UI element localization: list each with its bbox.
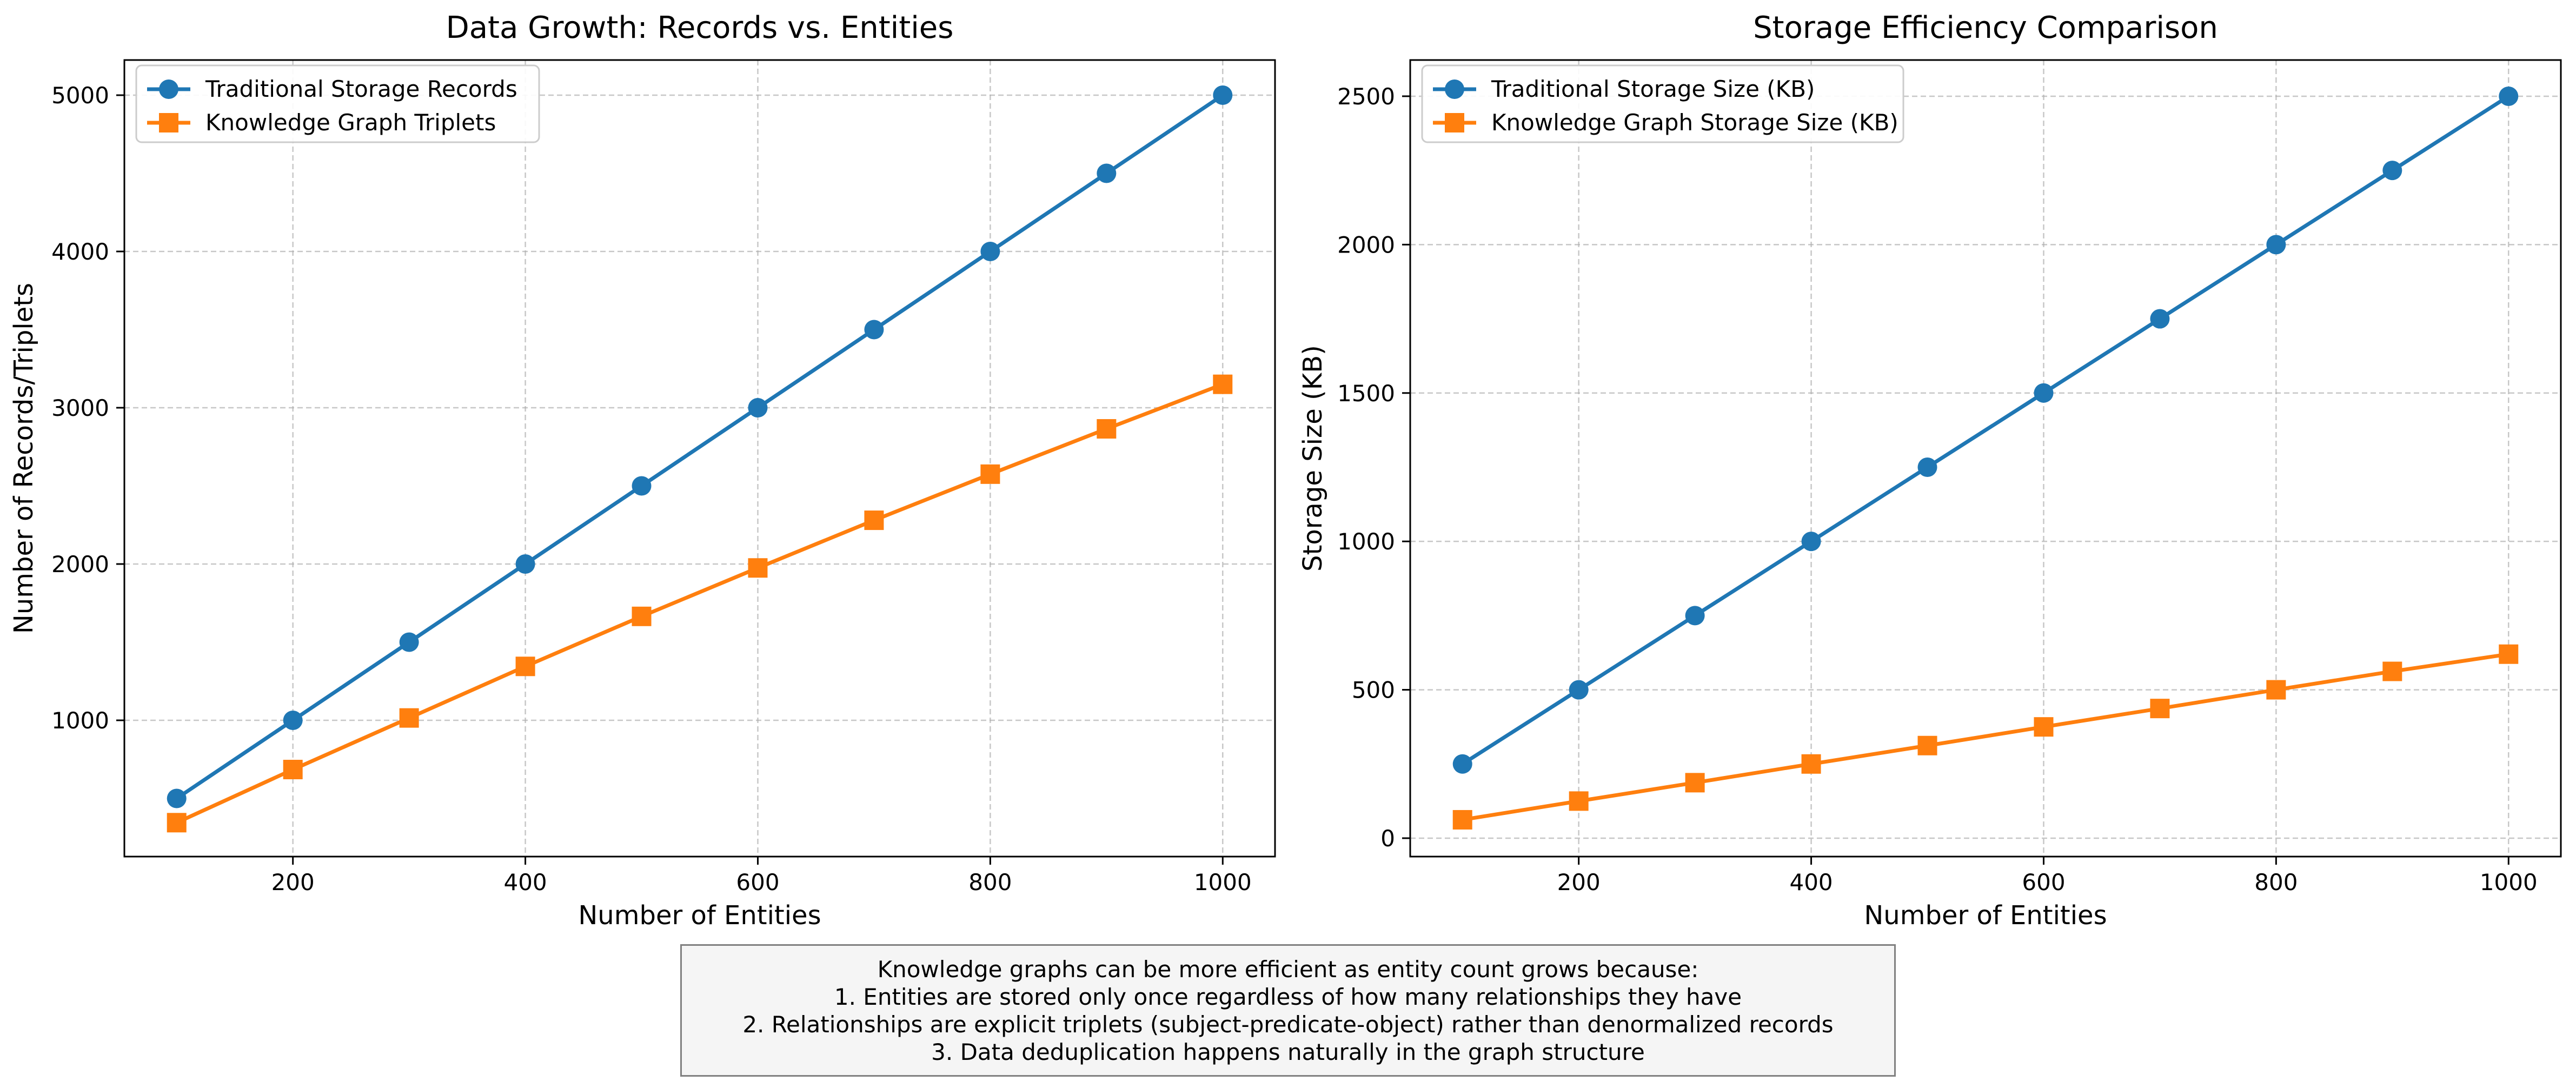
chart1-xtick-label: 400 (503, 869, 547, 896)
chart1-ytick-label: 2000 (51, 551, 109, 578)
chart2-series-2-point (1917, 735, 1937, 755)
chart2-series-1-line (1461, 95, 2510, 766)
chart1-series-2-point (283, 760, 303, 780)
note-line-3: 2. Relationships are explicit triplets (… (742, 1011, 1834, 1038)
note-line-2: 1. Entities are stored only once regardl… (834, 983, 1742, 1010)
chart1-ytick-label: 5000 (51, 82, 109, 109)
chart2-series-2-point (2150, 699, 2170, 719)
chart2-xlabel: Number of Entities (1864, 900, 2107, 931)
chart1-series-2-point (1213, 374, 1233, 394)
chart2-series-2-point (2382, 661, 2402, 681)
chart2-axes-frame (1409, 59, 2562, 858)
chart1-series-2-point (167, 813, 187, 833)
chart1-series-2-point (515, 656, 535, 677)
chart2-xtick-label: 600 (2022, 869, 2065, 896)
chart1: 200 400 600 800 1000 1000 2000 3000 4000 5000 Data… (9, 10, 1276, 931)
chart2-series-1-point (2382, 161, 2402, 181)
chart1-xtick-label: 1000 (1194, 869, 1252, 896)
chart1-series-2-point (980, 464, 1000, 484)
chart2-series-1-point (2499, 86, 2519, 106)
chart1-series-1-point (167, 788, 187, 808)
chart1-legend-label: Traditional Storage Records (205, 76, 517, 102)
note-line-1: Knowledge graphs can be more efficient a… (877, 956, 1699, 983)
chart1-legend: Traditional Storage Records Knowledge Gra… (135, 64, 540, 143)
chart2-series-2-point (2266, 680, 2286, 700)
chart1-series-1-point (1097, 163, 1117, 183)
chart2-series-2-point (1685, 773, 1705, 793)
chart1-series-1-line (175, 94, 1224, 800)
chart1-series-1-point (864, 320, 884, 340)
chart2-series-2-point (2034, 717, 2054, 737)
explanation-note-box: Knowledge graphs can be more efficient a… (680, 944, 1896, 1077)
chart2-ytick-label: 2000 (1337, 231, 1395, 258)
chart1-legend-box (135, 64, 540, 143)
chart1-xtick-label: 800 (968, 869, 1012, 896)
chart2-ylabel: Storage Size (KB) (1298, 345, 1328, 572)
chart1-series-1-point (515, 554, 535, 574)
chart2-legend-label: Knowledge Graph Storage Size (KB) (1491, 109, 1898, 136)
chart2-legend-marker (1445, 113, 1464, 132)
chart2-series-1-point (2266, 235, 2286, 255)
chart2-ytick-label: 1500 (1337, 380, 1395, 407)
chart2-ytick-label: 0 (1380, 825, 1395, 852)
chart2-series-2-point (2499, 644, 2519, 664)
chart1-series-1-point (748, 398, 768, 418)
note-line-4: 3. Data deduplication happens naturally … (931, 1038, 1645, 1065)
chart1-legend-label: Knowledge Graph Triplets (205, 109, 496, 136)
chart2-series-2-point (1452, 810, 1472, 830)
chart2-xtick-label: 200 (1557, 869, 1601, 896)
chart1-title: Data Growth: Records vs. Entities (446, 10, 954, 45)
chart2-series-2-point (1801, 754, 1821, 774)
chart2-ytick-label: 2500 (1337, 83, 1395, 110)
chart1-series-2-point (748, 558, 768, 578)
chart1-xtick-label: 200 (271, 869, 315, 896)
chart2-xtick-label: 800 (2254, 869, 2298, 896)
chart1-legend-marker (159, 113, 178, 132)
chart2-series-1-point (2150, 309, 2170, 329)
chart1-series-2-point (1097, 419, 1117, 439)
chart1-ytick-label: 4000 (51, 238, 109, 265)
chart2-title: Storage Efficiency Comparison (1753, 10, 2218, 45)
chart2-series-1-point (1569, 680, 1589, 700)
chart2-legend-box (1421, 64, 1904, 143)
chart1-series-2-point (864, 510, 884, 530)
chart1-series-2-line (176, 382, 1224, 825)
chart1-series-2-point (632, 606, 652, 626)
chart2-xtick-label: 400 (1789, 869, 1833, 896)
chart2-legend-marker (1445, 79, 1464, 99)
chart1-series-1-point (399, 632, 419, 652)
chart2-legend: Traditional Storage Size (KB) Knowledge G… (1421, 64, 1904, 143)
chart1-xlabel: Number of Entities (578, 900, 821, 931)
chart2-series-1-point (1685, 606, 1705, 626)
chart2: 200 400 600 800 1000 0 500 1000 1500 2000 2500 Stor… (1298, 10, 2562, 931)
chart1-series-1-point (283, 710, 303, 730)
chart2-series-1-point (1917, 457, 1937, 477)
chart2-legend-label: Traditional Storage Size (KB) (1491, 76, 1815, 102)
chart1-series-1-point (632, 476, 652, 496)
chart2-ytick-label: 500 (1352, 677, 1395, 704)
chart1-series-1-point (1213, 85, 1233, 105)
chart1-xtick-label: 600 (736, 869, 779, 896)
chart2-series-2-point (1569, 791, 1589, 811)
chart1-axes-frame (123, 59, 1276, 858)
chart1-series-1-point (980, 242, 1000, 262)
chart2-series-2-line (1462, 652, 2509, 822)
chart2-series-1-point (1801, 532, 1821, 552)
chart2-series-1-point (2034, 383, 2054, 403)
chart2-xtick-label: 1000 (2480, 869, 2538, 896)
chart1-ylabel: Number of Records/Triplets (9, 283, 39, 634)
chart1-ytick-label: 1000 (51, 707, 109, 734)
chart2-series-1-point (1452, 754, 1472, 774)
chart1-ytick-label: 3000 (51, 395, 109, 421)
chart2-ytick-label: 1000 (1337, 528, 1395, 555)
chart1-legend-marker (159, 79, 178, 99)
chart1-series-2-point (399, 708, 419, 728)
